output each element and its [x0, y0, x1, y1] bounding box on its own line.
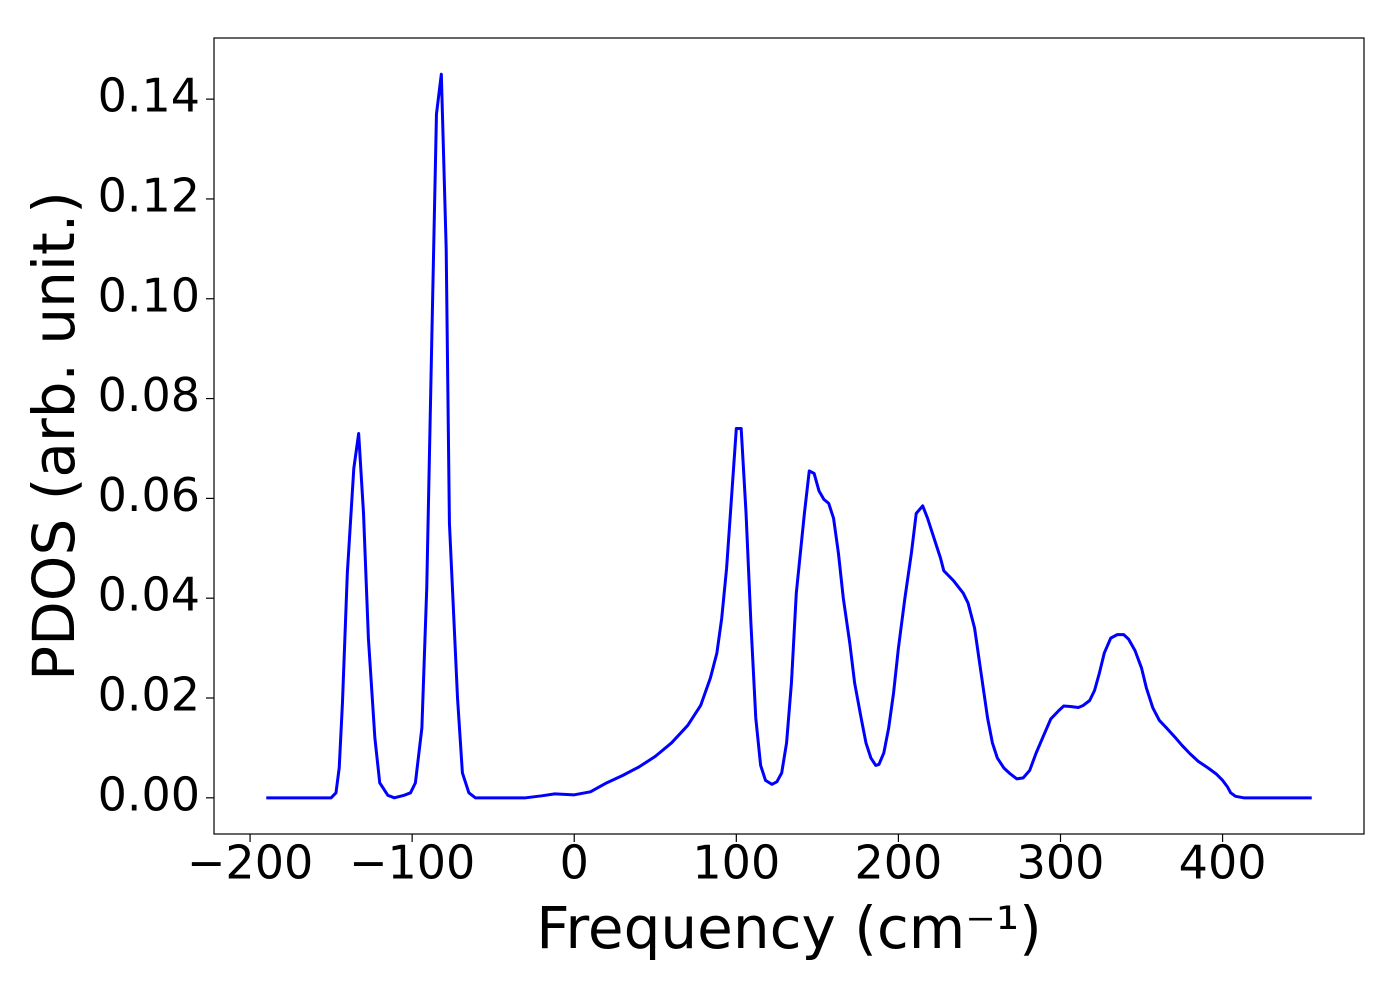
x-tick-label: 0 — [560, 836, 589, 890]
y-tick-label: 0.02 — [98, 668, 200, 722]
y-tick-label: 0.08 — [98, 368, 200, 422]
y-tick-label: 0.06 — [98, 468, 200, 522]
y-axis-label: PDOS (arb. unit.) — [20, 191, 88, 681]
line-series — [266, 72, 1312, 800]
y-tick-label: 0.12 — [98, 168, 200, 222]
y-tick-label: 0.04 — [98, 568, 200, 622]
y-tick-label: 0.00 — [98, 767, 200, 821]
y-tick-label: 0.14 — [98, 69, 200, 123]
x-tick-label: 400 — [1179, 836, 1267, 890]
x-tick-label: 300 — [1017, 836, 1105, 890]
plot-frame — [213, 37, 1365, 835]
y-tick-label: 0.10 — [98, 268, 200, 322]
x-tick-label: 200 — [855, 836, 943, 890]
x-tick-label: −200 — [187, 836, 313, 890]
x-axis-label: Frequency (cm⁻¹) — [536, 894, 1042, 962]
x-tick-label: 100 — [692, 836, 780, 890]
x-tick-label: −100 — [349, 836, 475, 890]
